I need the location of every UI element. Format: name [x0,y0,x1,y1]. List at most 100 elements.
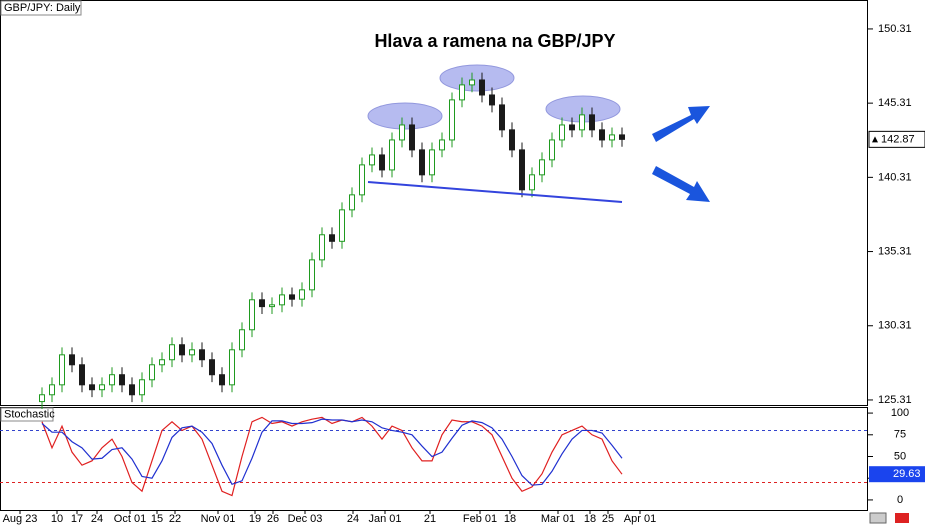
y-tick-label: 140.31 [878,171,912,183]
stochastic-line [41,418,623,486]
arrow-up [652,106,710,142]
arrows [652,106,710,202]
last-price-marker [872,136,878,143]
icon[interactable] [895,513,909,523]
candle-body [509,129,515,151]
x-tick-label: Nov 01 [201,513,236,525]
candle-body [429,149,435,176]
stochastic-line [41,416,623,497]
candle-body [379,154,385,171]
y-tick-label: 100 [891,407,909,419]
candle-body [619,134,625,140]
x-tick-label: Aug 23 [3,513,38,525]
symbol-label: GBP/JPY: Daily [4,2,81,14]
candle-body [279,294,285,306]
candle-body [199,349,205,361]
stochastic-panel [0,407,868,511]
candle-body [529,174,535,191]
candle-body [549,139,555,161]
y-tick-label: 135.31 [878,245,912,257]
candle-body [119,374,125,386]
y-tick-label: 150.31 [878,23,912,35]
x-tick-label: 22 [169,513,181,525]
x-tick-label: Feb 01 [463,513,497,525]
x-tick-label: 24 [347,513,359,525]
last-value-box [869,466,925,483]
candle-body [609,134,615,141]
candle-body [399,124,405,141]
candle-body [369,154,375,166]
candle-body [439,139,445,151]
candle-body [259,299,265,308]
x-tick-label: 18 [584,513,596,525]
x-tick-label: Dec 03 [288,513,323,525]
candle-body [269,304,275,308]
candle-body [249,299,255,331]
label-box [0,0,82,16]
candle-body [99,384,105,391]
x-tick-label: Apr 01 [624,513,656,525]
candle-body [89,384,95,391]
candle-body [339,209,345,242]
chart-title: Hlava a ramena na GBP/JPY [374,31,615,51]
x-tick-label: 18 [504,513,516,525]
candle-body [419,149,425,176]
candle-body [499,104,505,131]
last-price-label: 142.87 [881,133,915,145]
candle-body [209,359,215,376]
candle-body [459,84,465,101]
candle-body [79,364,85,386]
x-tick-label: 21 [424,513,436,525]
head [439,64,515,92]
neckline [367,181,623,203]
plot: Aug 23 10 17 24 Oct 01 15 22 Nov 01 19 26 Dec 03 24… [0,23,925,525]
candle-body [189,349,195,356]
candle-body [589,114,595,131]
y-tick-label: 0 [897,494,903,506]
x-tick-label: 19 [249,513,261,525]
y-tick-label: 75 [894,429,906,441]
candle-body [129,384,135,396]
candle-body [409,124,415,151]
candle-body [39,394,45,403]
x-tick-label: 17 [71,513,83,525]
x-tick-label: 24 [91,513,103,525]
candle-body [349,194,355,211]
arrow-down [652,166,710,202]
candle-body [49,384,55,396]
icon[interactable] [869,512,887,524]
candle-body [109,374,115,386]
candle-body [59,354,65,386]
candle-body [179,344,185,356]
candle-body [559,124,565,141]
candle-body [389,139,395,171]
y-tick-label: 130.31 [878,320,912,332]
candle-body [219,374,225,386]
last-value-label: 29.63 [893,468,921,480]
y-tick-label: 50 [894,450,906,462]
indicator-label: Stochastic [4,408,55,420]
candle-body [359,164,365,196]
x-tick-label: Oct 01 [114,513,146,525]
candle-body [329,234,335,242]
annotations [367,106,909,524]
candle-body [139,379,145,396]
annotations [367,64,621,130]
x-tick-label: Jan 01 [368,513,401,525]
candle-body [569,124,575,131]
candle-body [229,349,235,386]
candle-body [479,79,485,96]
candle-body [289,294,295,300]
x-tick-label: 10 [51,513,63,525]
x-tick-label: 26 [267,513,279,525]
candle-body [469,79,475,86]
candle-body [319,234,325,261]
candle-body [579,114,585,131]
candle-body [599,129,605,141]
candle-body [169,344,175,361]
candle-body [239,329,245,351]
candle-body [149,364,155,381]
candle-body [539,159,545,176]
y-tick-label: 125.31 [878,394,912,406]
candle-body [449,99,455,141]
